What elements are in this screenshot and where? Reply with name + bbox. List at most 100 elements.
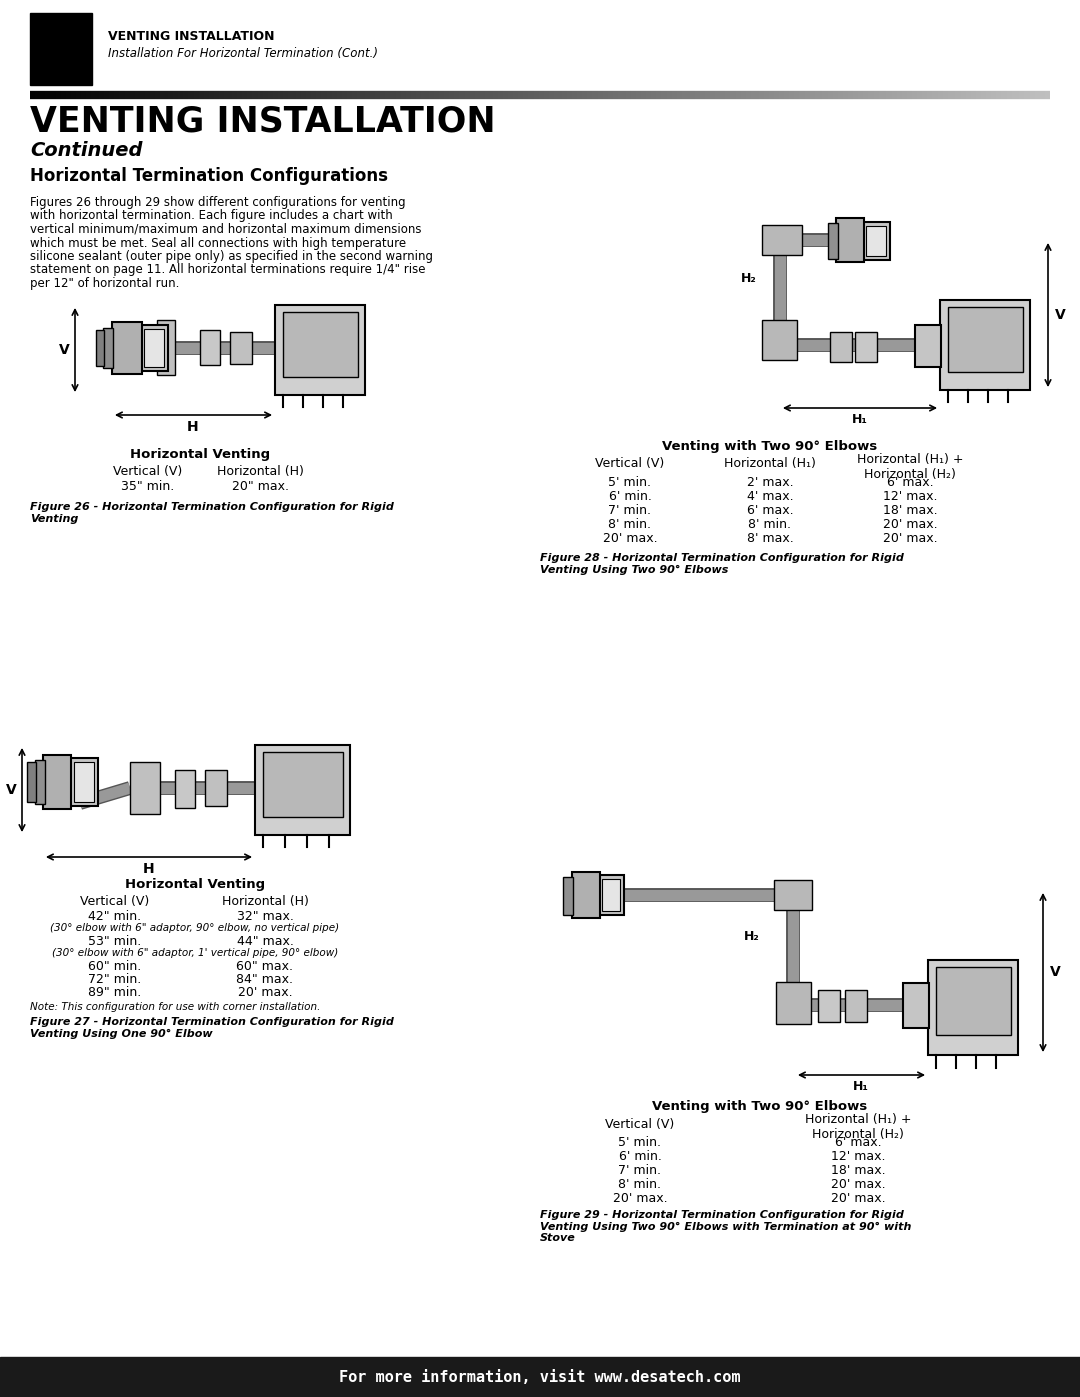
Text: 35" min.: 35" min. (121, 481, 175, 493)
Text: 72" min.: 72" min. (89, 972, 141, 986)
Text: 60" min.: 60" min. (89, 960, 141, 972)
Bar (940, 300, 1030, 390)
Text: H₁: H₁ (852, 414, 868, 426)
Text: 7' min.: 7' min. (619, 1164, 661, 1178)
Bar (598, 875, 624, 915)
Bar (275, 305, 365, 395)
Bar (75, 761, 94, 802)
Text: 8' min.: 8' min. (608, 518, 651, 531)
Text: Venting with Two 90° Elbows: Venting with Two 90° Elbows (652, 1099, 867, 1113)
Text: which must be met. Seal all connections with high temperature: which must be met. Seal all connections … (30, 236, 406, 250)
Text: Figure 27 - Horizontal Termination Configuration for Rigid
Venting Using One 90°: Figure 27 - Horizontal Termination Confi… (30, 1017, 394, 1039)
Text: Figures 26 through 29 show different configurations for venting: Figures 26 through 29 show different con… (30, 196, 406, 210)
Text: 20' max.: 20' max. (603, 532, 658, 545)
Text: Horizontal (H₁): Horizontal (H₁) (724, 457, 815, 469)
Bar (762, 225, 802, 256)
Text: Continued: Continued (30, 141, 143, 159)
Text: Vertical (V): Vertical (V) (595, 457, 664, 469)
Text: V: V (1050, 965, 1061, 979)
Text: 42" min.: 42" min. (89, 909, 141, 923)
Bar (27, 761, 36, 802)
Bar (948, 307, 1023, 372)
Bar (0, 1356, 1080, 1397)
Bar (762, 320, 797, 360)
Text: VENTING INSTALLATION: VENTING INSTALLATION (108, 29, 274, 42)
Text: Horizontal Venting: Horizontal Venting (130, 448, 270, 461)
Text: per 12" of horizontal run.: per 12" of horizontal run. (30, 277, 179, 291)
Bar (103, 328, 113, 367)
Bar (200, 330, 220, 365)
Bar (130, 761, 160, 814)
Bar (572, 872, 600, 918)
Text: Horizontal Termination Configurations: Horizontal Termination Configurations (30, 168, 388, 184)
Bar (70, 759, 98, 806)
Text: 60" max.: 60" max. (237, 960, 294, 972)
Text: 6' min.: 6' min. (608, 490, 651, 503)
Text: 84" max.: 84" max. (237, 972, 294, 986)
Text: H₂: H₂ (744, 930, 760, 943)
Text: 105501-01F: 105501-01F (990, 1393, 1050, 1397)
Bar (774, 880, 812, 909)
Bar (35, 760, 45, 805)
Text: Figure 26 - Horizontal Termination Configuration for Rigid
Venting: Figure 26 - Horizontal Termination Confi… (30, 502, 394, 524)
Bar (915, 326, 941, 367)
Text: Figure 29 - Horizontal Termination Configuration for Rigid
Venting Using Two 90°: Figure 29 - Horizontal Termination Confi… (540, 1210, 912, 1243)
Text: 8' min.: 8' min. (619, 1178, 661, 1192)
Bar (43, 754, 71, 809)
Text: 20' max.: 20' max. (831, 1192, 886, 1206)
Text: (30° elbow with 6" adaptor, 1' vertical pipe, 90° elbow): (30° elbow with 6" adaptor, 1' vertical … (52, 949, 338, 958)
Text: Installation For Horizontal Termination (Cont.): Installation For Horizontal Termination … (108, 47, 378, 60)
Bar (602, 879, 620, 911)
Bar (831, 332, 852, 362)
Text: 12' max.: 12' max. (882, 490, 937, 503)
Bar (230, 332, 252, 365)
Text: Horizontal (H₁) +
Horizontal (H₂): Horizontal (H₁) + Horizontal (H₂) (805, 1113, 912, 1141)
Bar (144, 330, 164, 367)
Bar (936, 967, 1011, 1035)
Bar (205, 770, 227, 806)
Text: 20' max.: 20' max. (882, 532, 937, 545)
Text: 5' min.: 5' min. (619, 1136, 661, 1148)
Text: V: V (6, 782, 17, 798)
Bar (818, 990, 840, 1023)
Text: vertical minimum/maximum and horizontal maximum dimensions: vertical minimum/maximum and horizontal … (30, 224, 421, 236)
Bar (96, 330, 104, 366)
Text: Horizontal (H₁) +
Horizontal (H₂): Horizontal (H₁) + Horizontal (H₂) (856, 453, 963, 481)
Text: (30° elbow with 6" adaptor, 90° elbow, no vertical pipe): (30° elbow with 6" adaptor, 90° elbow, n… (51, 923, 339, 933)
Text: For more information, visit www.desatech.com: For more information, visit www.desatech… (339, 1370, 741, 1386)
Bar (777, 982, 811, 1024)
Text: Vertical (V): Vertical (V) (606, 1118, 675, 1132)
Text: 6' max.: 6' max. (835, 1136, 881, 1148)
Text: H₂: H₂ (741, 271, 757, 285)
Bar (855, 332, 877, 362)
Bar (140, 326, 168, 372)
Bar (836, 218, 864, 263)
Text: 7' min.: 7' min. (608, 504, 651, 517)
Text: V: V (59, 344, 70, 358)
Text: 8' max.: 8' max. (746, 532, 794, 545)
Bar (903, 983, 929, 1028)
Text: V: V (1055, 307, 1066, 321)
Text: H: H (144, 862, 154, 876)
Text: silicone sealant (outer pipe only) as specified in the second warning: silicone sealant (outer pipe only) as sp… (30, 250, 433, 263)
Text: 20' max.: 20' max. (238, 986, 293, 999)
Text: 12' max.: 12' max. (831, 1150, 886, 1162)
Text: 18' max.: 18' max. (831, 1164, 886, 1178)
Text: VENTING INSTALLATION: VENTING INSTALLATION (30, 105, 496, 138)
Text: 89" min.: 89" min. (89, 986, 141, 999)
Text: 5' min.: 5' min. (608, 476, 651, 489)
Text: Horizontal Venting: Horizontal Venting (125, 877, 265, 891)
Bar (157, 320, 175, 374)
Bar (563, 877, 573, 915)
Bar (862, 222, 890, 260)
Text: Venting with Two 90° Elbows: Venting with Two 90° Elbows (662, 440, 878, 453)
Text: Note: This configuration for use with corner installation.: Note: This configuration for use with co… (30, 1002, 321, 1011)
Text: Horizontal (H): Horizontal (H) (221, 895, 309, 908)
Text: 53" min.: 53" min. (89, 935, 141, 949)
Text: 8' min.: 8' min. (748, 518, 792, 531)
Text: 32" max.: 32" max. (237, 909, 294, 923)
Text: 20' max.: 20' max. (882, 518, 937, 531)
Bar (845, 990, 867, 1023)
Text: 14: 14 (42, 38, 80, 66)
Text: 20' max.: 20' max. (612, 1192, 667, 1206)
